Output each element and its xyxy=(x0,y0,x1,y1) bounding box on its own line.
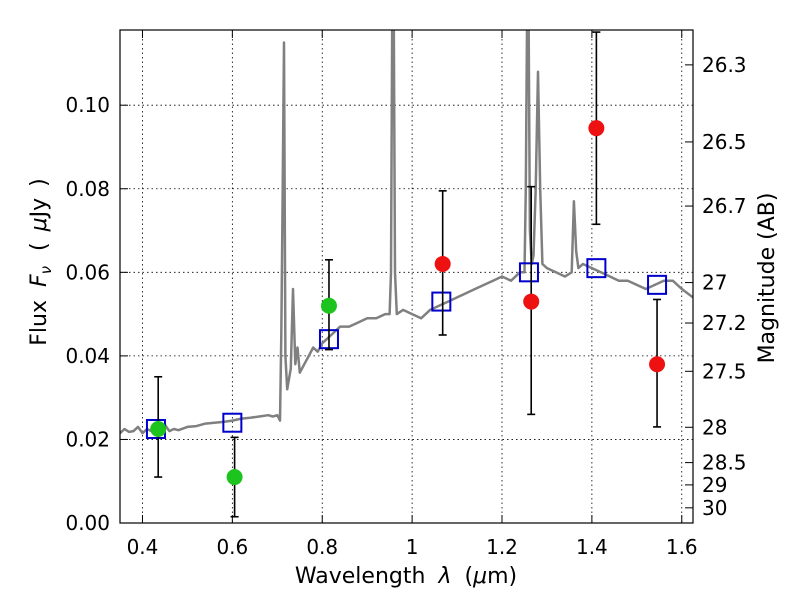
x-tick-label: 1.4 xyxy=(576,535,608,559)
observed-data-point xyxy=(150,420,167,437)
observed-data-point xyxy=(434,255,451,272)
y-tick-label: 0.10 xyxy=(65,93,110,117)
observed-data-point xyxy=(226,469,243,486)
x-tick-label: 1.2 xyxy=(486,535,518,559)
template-spectrum-line xyxy=(120,30,693,435)
x-tick-label: 0.6 xyxy=(216,535,248,559)
magnitude-tick-label: 30 xyxy=(702,496,727,520)
gridlines xyxy=(120,30,693,524)
observed-data-point xyxy=(320,297,337,314)
observed-data-point xyxy=(523,293,540,310)
magnitude-tick-label: 26.3 xyxy=(702,53,747,77)
observed-photometry-series xyxy=(150,31,666,518)
y-tick-label: 0.04 xyxy=(65,344,110,368)
model-photometry-point xyxy=(222,412,243,433)
y-tick-label: 0.06 xyxy=(65,260,110,284)
model-photometry-point xyxy=(586,258,607,279)
magnitude-tick-label: 27 xyxy=(702,271,727,295)
x-axis-label: Wavelength λ (μm) xyxy=(295,564,517,589)
x-tick-label: 1 xyxy=(406,535,419,559)
model-photometry-point xyxy=(518,262,539,283)
x-axis-ticks: 0.4 0.6 0.8 1 1.2 1.4 1.6 xyxy=(127,30,698,559)
magnitude-tick-label: 26.7 xyxy=(702,194,747,218)
magnitude-tick-label: 29 xyxy=(702,473,727,497)
magnitude-axis-label: Magnitude (AB) xyxy=(755,193,780,364)
y-tick-label: 0.00 xyxy=(65,511,110,535)
observed-data-point xyxy=(649,356,666,373)
y-tick-label: 0.02 xyxy=(65,427,110,451)
model-photometry-point xyxy=(647,274,668,295)
magnitude-tick-label: 28.5 xyxy=(702,451,747,475)
y-tick-label: 0.08 xyxy=(65,177,110,201)
magnitude-tick-label: 28 xyxy=(702,415,727,439)
x-tick-label: 0.8 xyxy=(306,535,338,559)
x-tick-label: 0.4 xyxy=(127,535,159,559)
model-photometry-point xyxy=(431,291,452,312)
y-axis-ticks: 0.00 0.02 0.04 0.06 0.08 0.10 xyxy=(65,93,128,535)
magnitude-tick-label: 26.5 xyxy=(702,130,747,154)
y-axis-label: Flux Fν ( μJy ) xyxy=(27,178,57,345)
observed-data-point xyxy=(588,120,605,137)
magnitude-tick-label: 27.2 xyxy=(702,311,747,335)
x-tick-label: 1.6 xyxy=(666,535,698,559)
plot-frame xyxy=(119,29,694,524)
magnitude-tick-label: 27.5 xyxy=(702,359,747,383)
